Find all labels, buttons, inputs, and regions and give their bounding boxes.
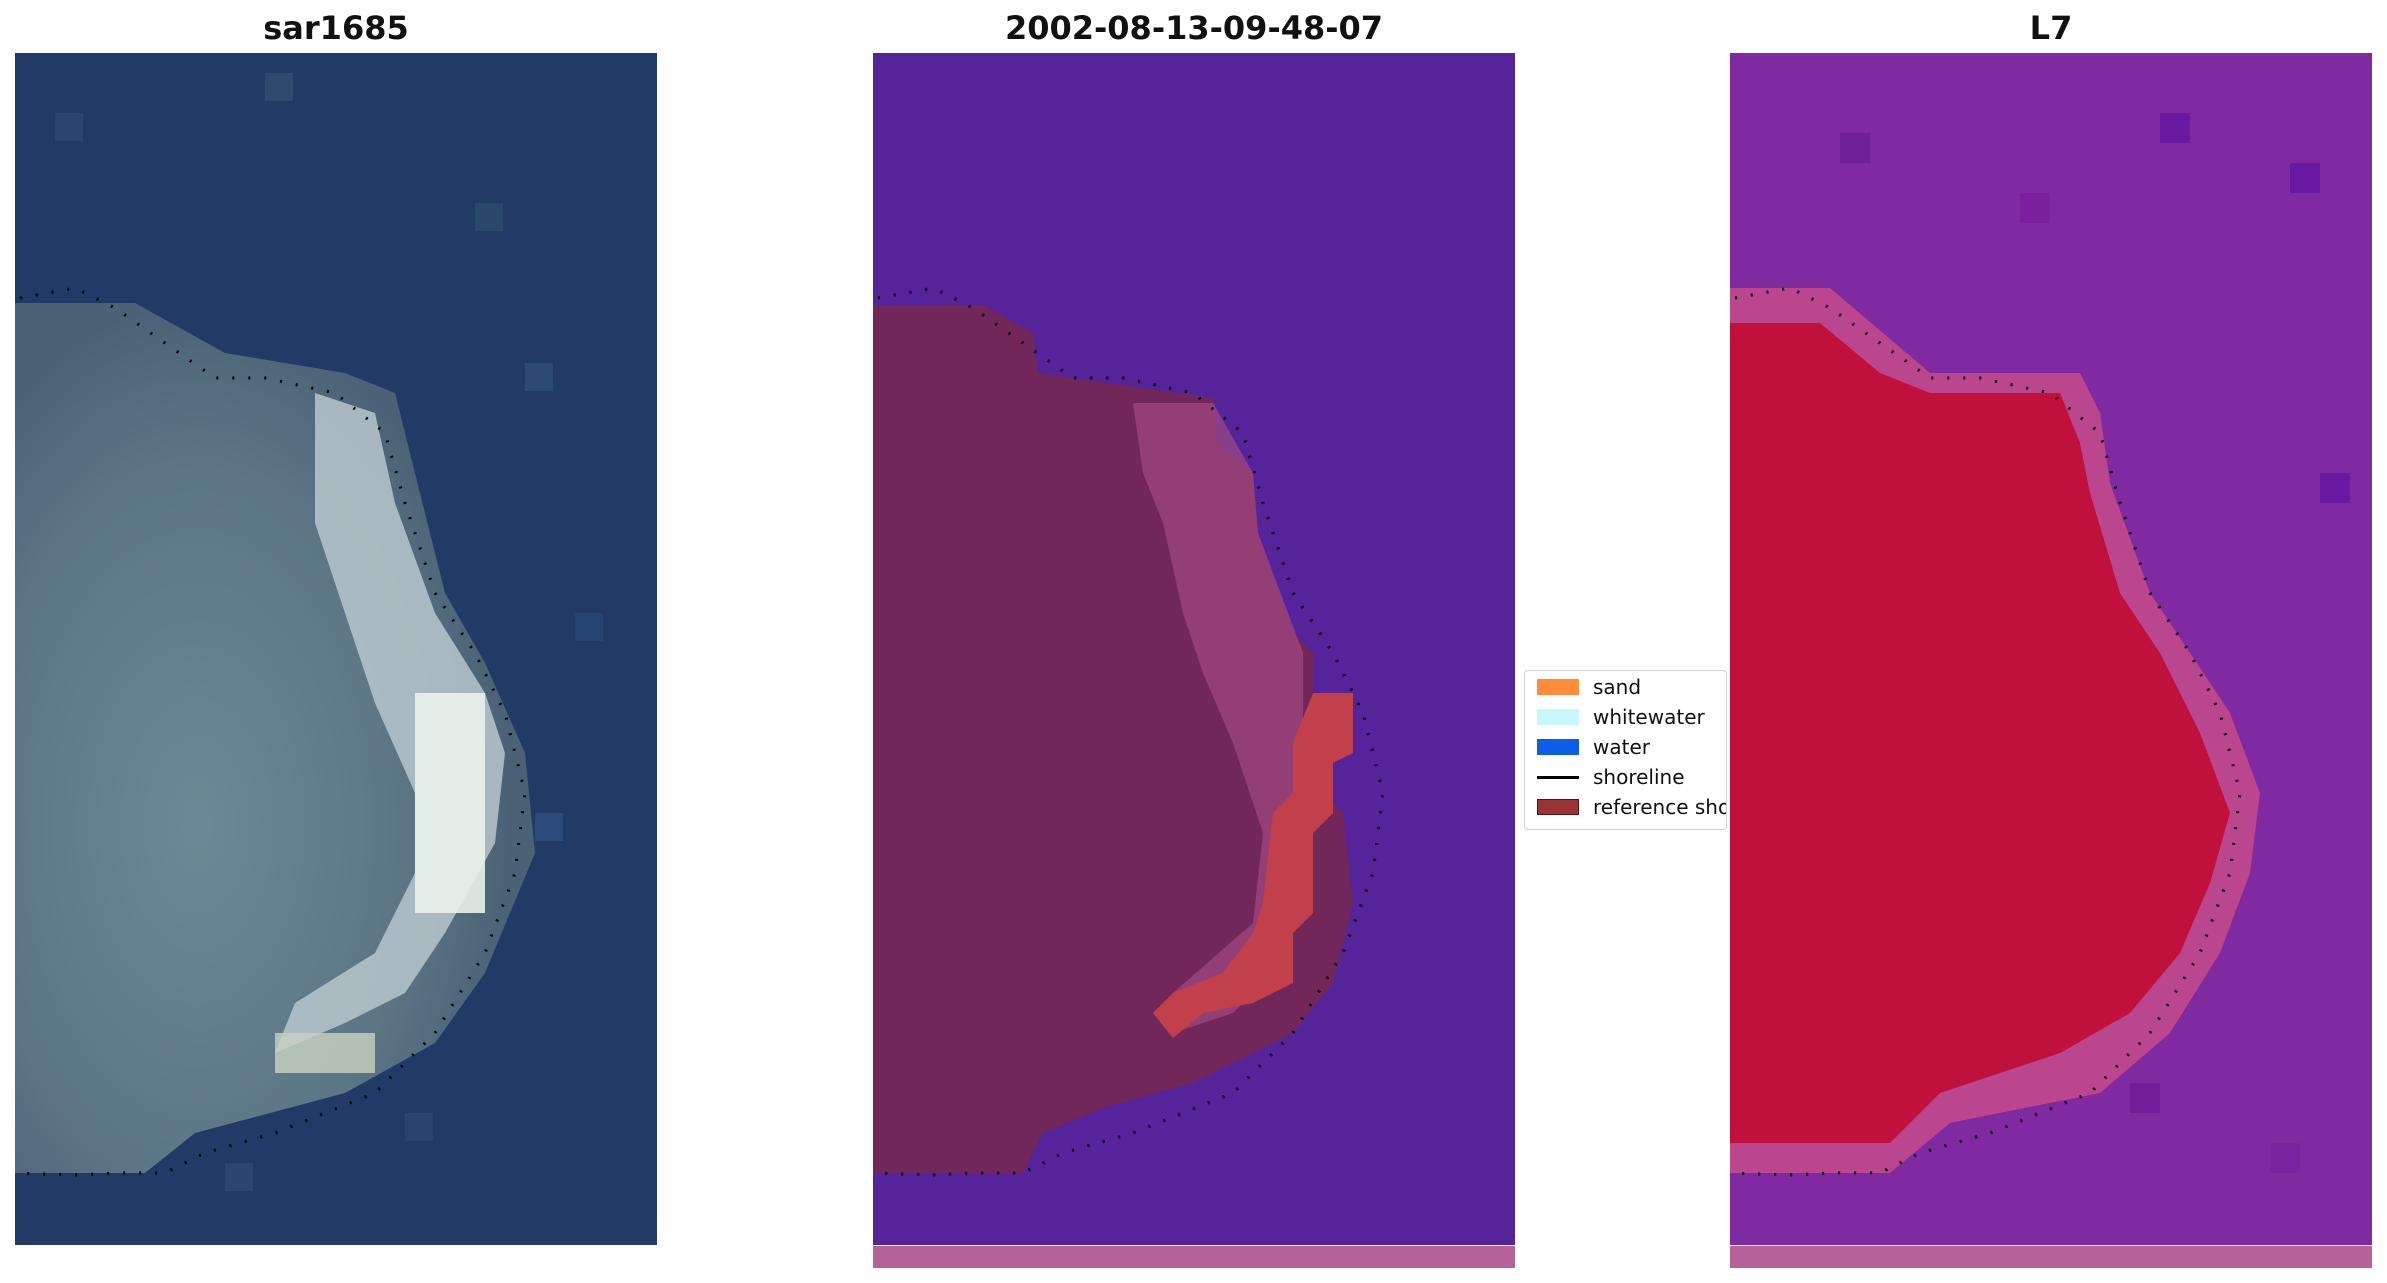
panel-title-classification: 2002-08-13-09-48-07 [1004,9,1384,47]
classification-panel [873,53,1515,1245]
legend: sand whitewater water shoreline referenc… [1524,670,1727,830]
legend-item-whitewater: whitewater [1531,703,1726,731]
legend-item-sand: sand [1531,673,1726,701]
reference-shoreline-swatch [1537,799,1579,815]
index-land-region [1730,323,2230,1143]
whitewater-swatch [1537,709,1579,725]
panel-title-index: L7 [2029,9,2073,47]
index-svg [1730,53,2372,1245]
rgb-image-panel [15,53,657,1245]
legend-label-shoreline: shoreline [1593,765,1685,789]
index-bottom-strip [1730,1246,2372,1268]
classification-svg [873,53,1515,1245]
shoreline-line-swatch [1537,776,1579,779]
legend-label-whitewater: whitewater [1593,705,1705,729]
legend-item-shoreline: shoreline [1531,763,1726,791]
rgb-image-svg [15,53,657,1245]
legend-item-reference-shoreline: reference shoreline [1531,793,1726,821]
legend-item-water: water [1531,733,1726,761]
legend-label-reference-shoreline: reference shoreline [1593,795,1726,819]
index-panel [1730,53,2372,1245]
legend-label-sand: sand [1593,675,1642,699]
legend-label-water: water [1593,735,1650,759]
sand-swatch [1537,679,1579,695]
panel-title-rgb: sar1685 [263,9,409,47]
classification-bottom-strip [873,1246,1515,1268]
class-highlight-region [1153,693,1353,1038]
water-swatch [1537,739,1579,755]
